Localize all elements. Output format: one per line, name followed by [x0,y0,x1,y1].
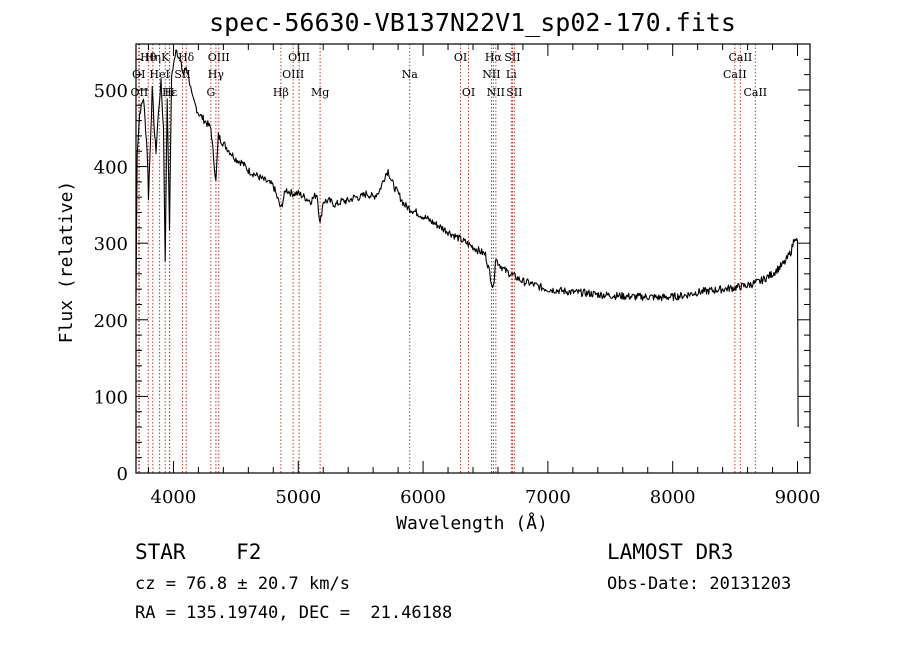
spectral-line-label: NII [487,86,505,99]
x-tick-label: 6000 [400,487,446,508]
y-tick-label: 200 [94,311,128,332]
spectral-line-label: K [161,51,170,64]
spectral-line-label: Hη [145,51,161,64]
spectrum-series-line [135,49,799,428]
coordinates: RA = 135.19740, DEC = 21.46188 [135,603,453,623]
survey-name: LAMOST DR3 [607,540,734,564]
spectral-line-label: Hα [485,51,503,64]
x-axis-title: Wavelength (Å) [396,512,548,534]
spectral-line-label: CaII [723,68,747,81]
y-tick-label: 400 [94,158,128,179]
x-tick-label: 5000 [275,487,321,508]
observation-date: Obs-Date: 20131203 [607,574,792,594]
y-tick-label: 300 [94,234,128,255]
spectral-line-label: OIII [288,51,310,64]
spectral-line-label: CaII [729,51,753,64]
spectral-line-label: Hβ [273,86,289,99]
y-tick-label: 0 [117,464,128,485]
y-tick-label: 100 [94,387,128,408]
y-axis-title: Flux (relative) [56,181,77,344]
spectral-line-label: Hε [162,86,178,99]
spectral-line-label: OI [132,68,145,81]
spectral-line-label: OII [131,86,149,99]
y-tick-label: 500 [94,81,128,102]
spectral-line-label: Hδ [178,51,195,64]
x-tick-label: 4000 [151,487,197,508]
spectral-line-label: Hγ [208,68,225,81]
spectral-line-label: CaII [743,86,767,99]
spectral-line-label: NII [482,68,500,81]
chart-title: spec-56630-VB137N22V1_sp02-170.fits [209,8,736,37]
redshift-velocity: cz = 76.8 ± 20.7 km/s [135,574,350,594]
spectral-line-label: Na [402,68,419,81]
x-tick-label: 8000 [650,487,696,508]
spectral-line-label: Li [506,68,517,81]
plot-frame [135,43,811,474]
spectral-line-label: Mg [311,86,329,99]
spectral-line-label: OI [462,86,475,99]
x-tick-label: 9000 [775,487,821,508]
spectral-line-label: SII [174,68,190,81]
spectral-line-label: G [206,86,215,99]
x-tick-label: 7000 [525,487,571,508]
spectral-line-label: OIII [208,51,230,64]
object-class: STAR F2 [135,540,262,564]
spectral-line-label: Hθ [140,51,157,64]
spectral-line-label: SII [504,51,520,64]
spectral-line-label: SII [506,86,522,99]
spectral-line-label: H [165,86,175,99]
spectral-line-label: OI [454,51,467,64]
spectral-line-label: HeI [149,68,169,81]
spectral-line-label: OIII [282,68,304,81]
